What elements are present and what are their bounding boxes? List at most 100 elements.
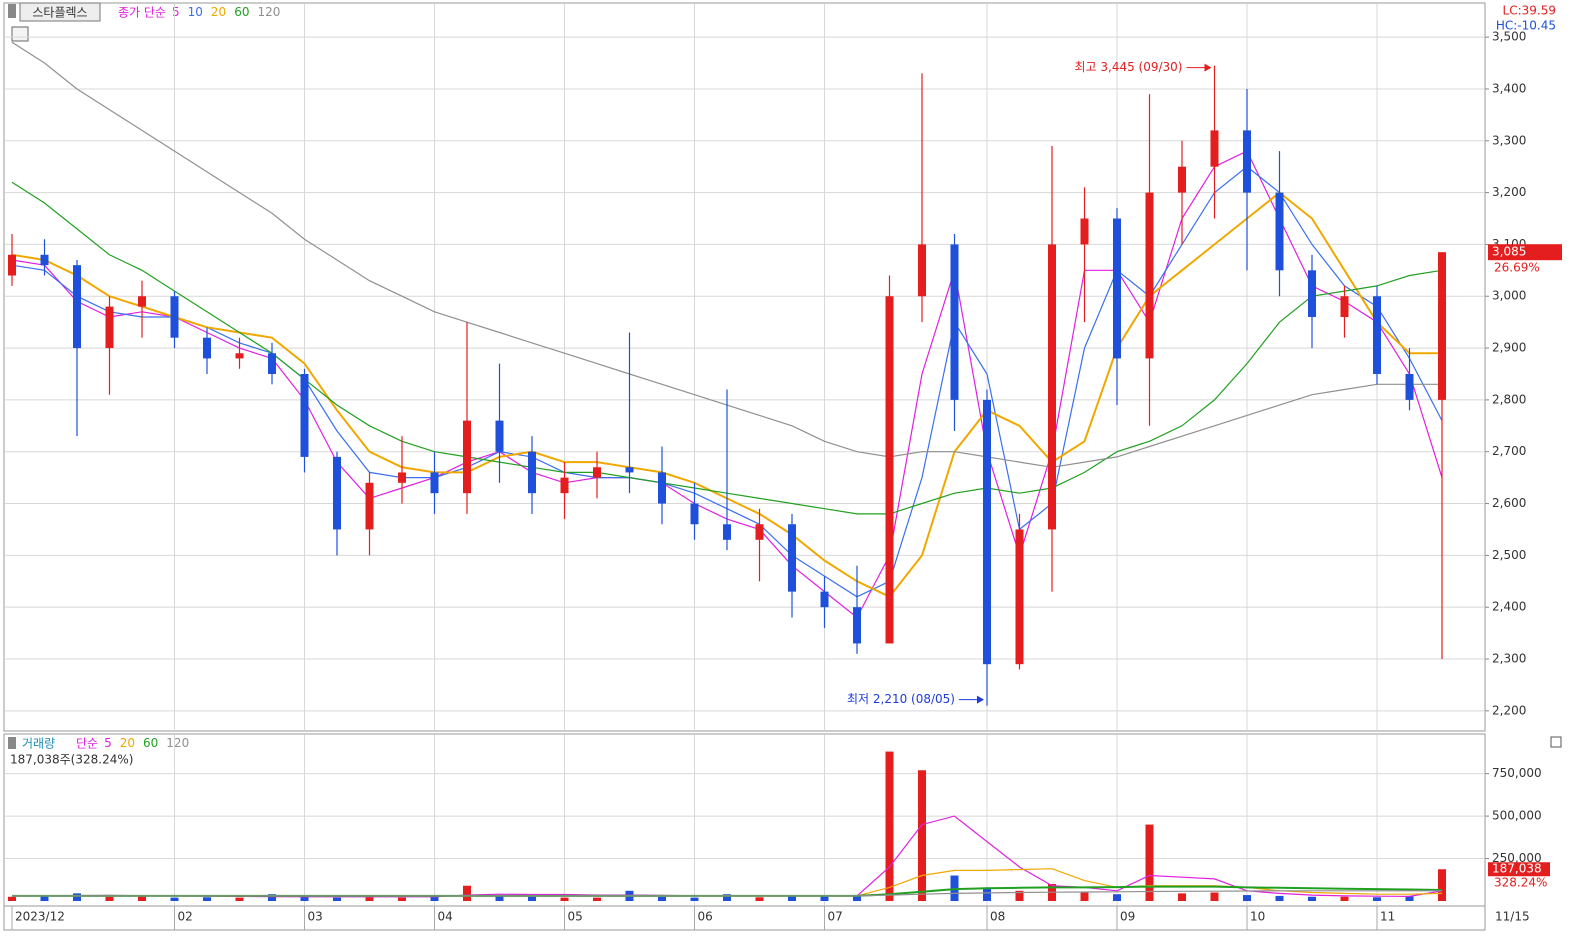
volume-bar <box>1080 892 1089 901</box>
candle-body <box>203 337 211 359</box>
candle-body <box>73 265 81 349</box>
candle-body <box>820 591 829 608</box>
x-tick-label: 04 <box>438 910 453 924</box>
lc-info: LC:39.59 <box>1503 4 1556 18</box>
volume-bar <box>658 896 666 901</box>
candle-body <box>918 244 926 297</box>
volume-legend-title: 단순 <box>76 737 98 751</box>
candle-body <box>138 296 146 307</box>
volume-bar <box>528 896 536 901</box>
price-frame <box>3 2 1486 732</box>
volume-bar <box>1015 890 1024 901</box>
x-tick-label: 02 <box>178 910 193 924</box>
volume-frame <box>3 733 1486 907</box>
x-tick-label: 09 <box>1120 910 1135 924</box>
volume-bar <box>755 897 764 901</box>
y-tick-label: 3,300 <box>1492 133 1526 147</box>
x-tick-label: 07 <box>828 910 843 924</box>
candle-body <box>560 477 569 494</box>
x-end-label: 11/15 <box>1495 910 1530 924</box>
legend-entry: 10 <box>188 5 203 19</box>
legend-entry: 120 <box>257 5 280 19</box>
candle-body <box>1373 296 1381 374</box>
stock-name-box[interactable] <box>19 2 101 22</box>
volume-bar <box>105 896 114 901</box>
date-axis-frame <box>3 905 1486 931</box>
panel-marker <box>8 737 16 749</box>
annotation: 최저 2,210 (08/05) <box>847 692 955 706</box>
last-price-label: 3,085 <box>1492 245 1526 259</box>
volume-bar <box>1113 894 1121 901</box>
candle-body <box>1405 373 1414 400</box>
candle-body <box>105 306 114 349</box>
candle-body <box>235 353 244 359</box>
volume-bar <box>1145 824 1154 901</box>
ma-line <box>12 815 1443 898</box>
candle-body <box>1275 192 1284 271</box>
volume-bar <box>983 887 991 901</box>
volume-bar <box>1178 893 1186 901</box>
legend-entry: 20 <box>120 736 135 750</box>
last-change-label: 26.69% <box>1494 261 1540 275</box>
legend-entry: 60 <box>234 5 249 19</box>
volume-bar <box>365 897 374 901</box>
candle-body <box>950 244 959 400</box>
volume-bar <box>1210 892 1219 901</box>
annotation-arrowhead <box>977 695 984 704</box>
y-tick-label: 250,000 <box>1492 851 1542 865</box>
volume-bar <box>138 895 146 901</box>
volume-bar <box>268 894 276 901</box>
volume-bar <box>398 897 406 901</box>
candle-body <box>690 503 699 525</box>
last-volume-change: 328.24% <box>1494 876 1547 890</box>
y-tick-label: 2,600 <box>1492 496 1526 510</box>
candle-body <box>1178 166 1186 193</box>
volume-current: 187,038주(328.24%) <box>10 753 133 767</box>
panel-marker <box>8 4 16 18</box>
candle-body <box>1145 192 1154 359</box>
candle-body <box>1308 270 1316 317</box>
y-tick-label: 2,200 <box>1492 703 1526 717</box>
candle-body <box>1340 296 1349 317</box>
candle-body <box>658 472 666 504</box>
y-tick-label: 2,900 <box>1492 341 1526 355</box>
last-volume-box <box>1488 862 1550 877</box>
last-price-box <box>1488 244 1562 261</box>
volume-bar <box>1243 895 1251 901</box>
ma-line <box>12 890 1442 897</box>
close-button[interactable] <box>1550 736 1562 748</box>
volume-bar <box>560 897 569 901</box>
volume-bar <box>1275 895 1284 901</box>
volume-bar <box>853 895 861 901</box>
candle-body <box>755 524 764 540</box>
candle-body <box>1048 244 1056 530</box>
volume-bar <box>300 896 309 901</box>
candle-body <box>983 399 991 665</box>
volume-bar <box>333 897 341 901</box>
candle-body <box>365 482 374 530</box>
volume-bar <box>723 894 731 901</box>
candle-body <box>625 467 634 473</box>
last-volume-label: 187,038 <box>1492 862 1542 876</box>
volume-bar <box>463 885 471 901</box>
candle-body <box>398 472 406 483</box>
candle-body <box>300 373 309 457</box>
candle-body <box>268 353 276 374</box>
candle-body <box>463 420 471 494</box>
volume-bar <box>1340 896 1349 901</box>
volume-bar <box>1308 896 1316 901</box>
legend-entry: 5 <box>172 5 180 19</box>
candle-body <box>788 524 796 592</box>
grid-icon[interactable] <box>11 26 29 42</box>
candle-body <box>1113 218 1121 359</box>
x-tick-label: 10 <box>1250 910 1265 924</box>
hc-info: HC:-10.45 <box>1496 19 1556 33</box>
x-tick-label: 06 <box>698 910 713 924</box>
y-tick-label: 3,000 <box>1492 289 1526 303</box>
volume-bar <box>885 751 894 901</box>
x-tick-label: 03 <box>308 910 323 924</box>
volume-bar <box>430 896 439 901</box>
stock-name: 스타플렉스 <box>32 6 87 20</box>
